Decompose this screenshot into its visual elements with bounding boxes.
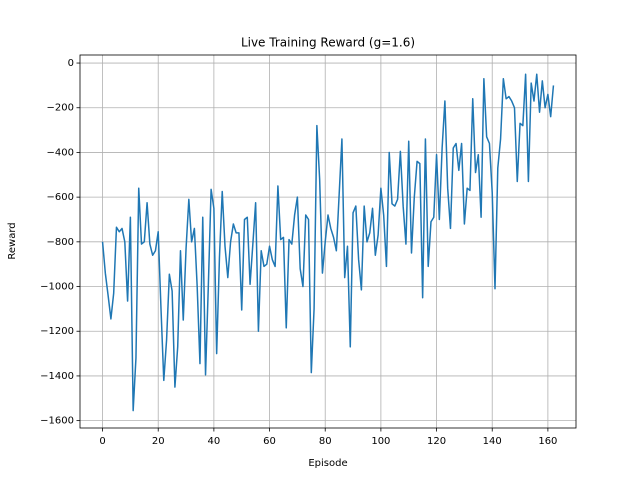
x-tick-label: 0	[99, 436, 105, 447]
y-tick-label: −1200	[40, 326, 74, 337]
plot-frame	[79, 54, 577, 429]
x-axis-label: Episode	[308, 458, 347, 469]
y-tick-label: 0	[68, 58, 74, 69]
x-tick-label: 120	[427, 436, 446, 447]
y-tick-label: −1600	[40, 416, 74, 427]
x-tick-label: 60	[263, 436, 276, 447]
y-tick-label: −800	[47, 237, 74, 248]
y-tick-label: −200	[47, 103, 74, 114]
y-tick-label: −1400	[40, 371, 74, 382]
y-tick-label: −600	[47, 192, 74, 203]
data-line	[101, 73, 555, 412]
y-tick-label: −1000	[40, 282, 74, 293]
y-tick-label: −400	[47, 147, 74, 158]
x-tick-label: 160	[538, 436, 557, 447]
x-tick-label: 20	[152, 436, 165, 447]
x-tick-label: 140	[483, 436, 502, 447]
x-tick-label: 40	[208, 436, 221, 447]
x-tick-label: 80	[319, 436, 332, 447]
y-axis-label: Reward	[7, 222, 18, 259]
chart-title: Live Training Reward (g=1.6)	[241, 36, 415, 50]
x-tick-label: 100	[371, 436, 390, 447]
